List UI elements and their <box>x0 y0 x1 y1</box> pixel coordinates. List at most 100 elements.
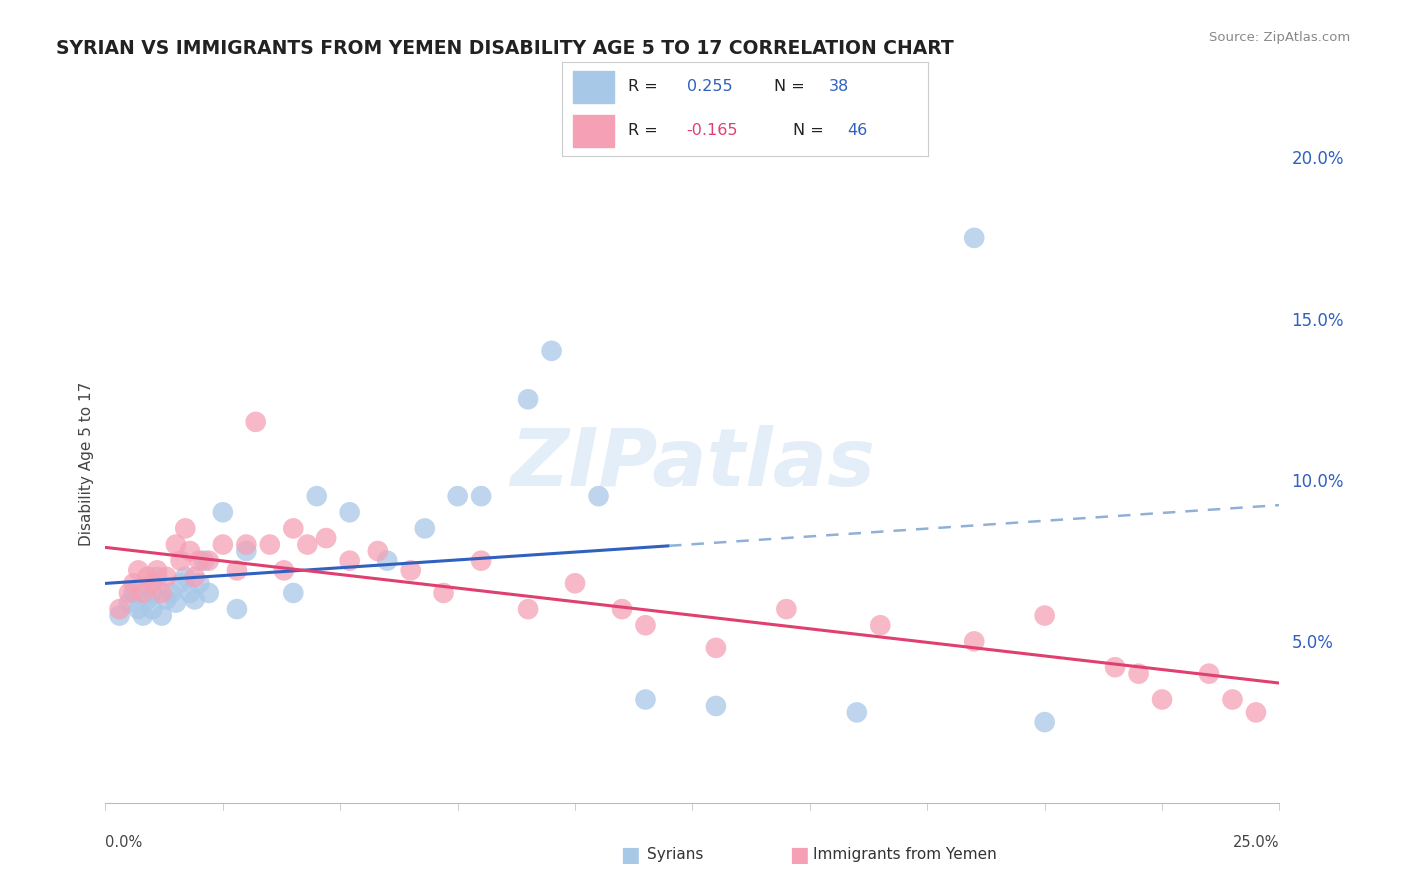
Text: R =: R = <box>628 123 664 138</box>
Text: 0.255: 0.255 <box>686 79 733 95</box>
Point <box>305 489 328 503</box>
Point <box>634 692 657 706</box>
Point <box>446 489 468 503</box>
Point <box>211 505 233 519</box>
Point <box>165 537 187 551</box>
Point <box>150 586 173 600</box>
Point <box>211 537 233 551</box>
Text: N =: N = <box>793 123 828 138</box>
Point <box>188 554 211 568</box>
Point <box>399 563 422 577</box>
Point <box>470 489 492 503</box>
Point <box>122 586 145 600</box>
Point <box>245 415 267 429</box>
Text: ZIPatlas: ZIPatlas <box>510 425 875 503</box>
Point <box>169 576 191 591</box>
Point <box>160 586 183 600</box>
Point <box>235 544 257 558</box>
Point <box>845 706 868 720</box>
Point <box>963 231 986 245</box>
Point <box>564 576 586 591</box>
Point <box>235 537 257 551</box>
Text: 46: 46 <box>848 123 868 138</box>
Point <box>375 554 398 568</box>
Text: 25.0%: 25.0% <box>1233 836 1279 850</box>
Text: SYRIAN VS IMMIGRANTS FROM YEMEN DISABILITY AGE 5 TO 17 CORRELATION CHART: SYRIAN VS IMMIGRANTS FROM YEMEN DISABILI… <box>56 39 955 58</box>
Point <box>1104 660 1126 674</box>
Point <box>1128 666 1150 681</box>
Point <box>775 602 797 616</box>
Point <box>470 554 492 568</box>
Point <box>1198 666 1220 681</box>
Point <box>1033 715 1056 730</box>
Point <box>226 563 249 577</box>
Point <box>1244 706 1267 720</box>
Point <box>283 521 305 535</box>
Point <box>136 592 159 607</box>
Y-axis label: Disability Age 5 to 17: Disability Age 5 to 17 <box>79 382 94 546</box>
Point <box>315 531 337 545</box>
Point <box>127 563 149 577</box>
Point <box>155 570 177 584</box>
Point <box>197 586 219 600</box>
Text: 38: 38 <box>830 79 849 95</box>
Text: ■: ■ <box>789 845 808 864</box>
Point <box>963 634 986 648</box>
Point <box>108 608 131 623</box>
Bar <box>574 70 613 103</box>
Point <box>413 521 436 535</box>
Point <box>122 576 145 591</box>
Text: Immigrants from Yemen: Immigrants from Yemen <box>813 847 997 862</box>
Point <box>174 521 197 535</box>
Point <box>367 544 389 558</box>
Point <box>108 602 131 616</box>
Point <box>146 570 169 584</box>
Point <box>283 586 305 600</box>
Text: -0.165: -0.165 <box>686 123 738 138</box>
Text: R =: R = <box>628 79 664 95</box>
Point <box>297 537 319 551</box>
Point <box>704 640 727 655</box>
Point <box>517 392 540 407</box>
Point <box>150 608 173 623</box>
Point <box>704 698 727 713</box>
Point <box>118 596 141 610</box>
Point <box>132 586 155 600</box>
Point <box>1150 692 1173 706</box>
Point <box>169 554 191 568</box>
Point <box>610 602 633 616</box>
Point <box>432 586 454 600</box>
Point <box>1222 692 1244 706</box>
Point <box>118 586 141 600</box>
Text: Source: ZipAtlas.com: Source: ZipAtlas.com <box>1209 31 1350 45</box>
Point <box>634 618 657 632</box>
Point <box>136 570 159 584</box>
Point <box>146 563 169 577</box>
Point <box>132 608 155 623</box>
Point <box>273 563 295 577</box>
Point <box>517 602 540 616</box>
Point <box>183 592 205 607</box>
Point <box>174 570 197 584</box>
Point <box>339 505 361 519</box>
Point <box>127 602 149 616</box>
Point <box>179 544 201 558</box>
Point <box>588 489 610 503</box>
Point <box>188 576 211 591</box>
Point <box>1033 608 1056 623</box>
Text: 0.0%: 0.0% <box>105 836 142 850</box>
Text: Syrians: Syrians <box>647 847 703 862</box>
Point <box>183 570 205 584</box>
Point <box>259 537 281 551</box>
Point <box>197 554 219 568</box>
Point <box>226 602 249 616</box>
Point <box>141 576 163 591</box>
Point <box>141 602 163 616</box>
Text: N =: N = <box>775 79 810 95</box>
Point <box>155 592 177 607</box>
Point <box>165 596 187 610</box>
Point <box>869 618 891 632</box>
Point <box>141 586 163 600</box>
Point <box>179 586 201 600</box>
Point <box>339 554 361 568</box>
